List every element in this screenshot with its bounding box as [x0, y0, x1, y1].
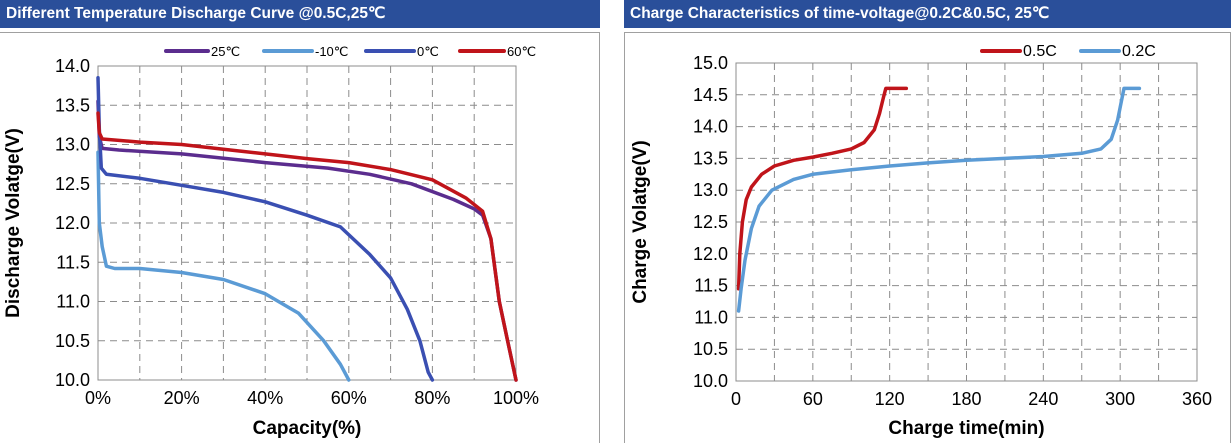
x-tick-label: 0% [85, 388, 111, 408]
y-tick-label: 13.5 [693, 148, 728, 168]
y-tick-label: 10.5 [55, 331, 90, 351]
y-tick-label: 12.5 [693, 212, 728, 232]
legend-label: 0.2C [1122, 43, 1156, 60]
y-tick-label: 14.0 [55, 56, 90, 76]
legend-label: -10℃ [315, 44, 348, 59]
y-tick-label: 11.5 [694, 276, 728, 296]
y-tick-label: 14.0 [693, 117, 728, 137]
x-tick-label: 60 [803, 389, 823, 409]
charge-chart-panel: Charge Characteristics of time-voltage@0… [624, 0, 1231, 443]
y-tick-label: 15.0 [693, 53, 728, 73]
y-tick-label: 10.5 [693, 339, 728, 359]
y-axis-title: Charge Volatge(V) [630, 140, 651, 303]
charge-chart-title: Charge Characteristics of time-voltage@0… [624, 0, 1231, 28]
legend-label: 0.5C [1023, 43, 1057, 60]
x-tick-label: 240 [1028, 389, 1058, 409]
discharge-chart-svg: 10.0 10.5 11.0 11.5 12.0 12.5 13.0 13.5 14.0 0% 20… [3, 44, 539, 439]
y-tick-label: 13.5 [55, 95, 90, 115]
charge-chart-svg: 10.0 10.5 11.0 11.5 12.0 12.5 13.0 13.5 14.0 14.5… [630, 43, 1212, 439]
x-tick-label: 300 [1105, 389, 1135, 409]
x-tick-label: 20% [164, 388, 200, 408]
x-tick-label: 180 [951, 389, 981, 409]
plot-border [735, 62, 1198, 382]
series-line-2 [736, 86, 1142, 313]
y-tick-label: 11.0 [56, 292, 90, 312]
x-tick-label: 60% [331, 388, 367, 408]
x-tick-label: 80% [414, 388, 450, 408]
x-tick-label: 0 [731, 389, 741, 409]
series-line-3 [96, 76, 435, 382]
legend-label: 0℃ [417, 44, 439, 59]
x-axis-title: Capacity(%) [253, 418, 362, 439]
x-tick-label: 40% [247, 388, 283, 408]
series-line-2 [96, 150, 351, 382]
discharge-chart-title: Different Temperature Discharge Curve @0… [0, 0, 600, 28]
y-axis-title: Discharge Volatge(V) [3, 128, 24, 318]
y-tick-label: 11.5 [56, 252, 90, 272]
discharge-chart-panel: Different Temperature Discharge Curve @0… [0, 0, 600, 443]
y-tick-label: 14.5 [693, 85, 728, 105]
y-tick-label: 12.0 [55, 213, 90, 233]
x-tick-label: 100% [493, 388, 539, 408]
x-axis-title: Charge time(min) [888, 418, 1044, 439]
legend-label: 25℃ [211, 44, 240, 59]
x-tick-label: 360 [1182, 389, 1212, 409]
x-tick-label: 120 [875, 389, 905, 409]
y-tick-label: 11.0 [694, 307, 728, 327]
series-line-4 [96, 111, 518, 382]
y-tick-label: 12.0 [693, 244, 728, 264]
y-tick-label: 13.0 [55, 135, 90, 155]
y-tick-label: 12.5 [55, 174, 90, 194]
y-tick-label: 13.0 [693, 180, 728, 200]
y-tick-label: 10.0 [693, 371, 728, 391]
series-line-1 [736, 86, 909, 291]
legend-label: 60℃ [507, 44, 536, 59]
y-tick-label: 10.0 [55, 370, 90, 390]
